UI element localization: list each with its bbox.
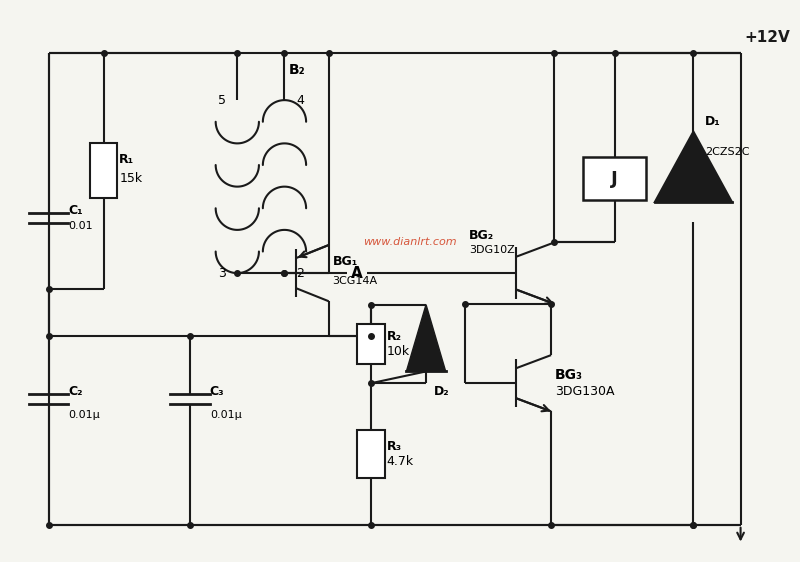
Text: BG₁: BG₁: [333, 255, 358, 268]
Text: R₃: R₃: [386, 439, 402, 452]
Bar: [358, 324, 385, 364]
Text: C₁: C₁: [68, 204, 83, 217]
Bar: [90, 143, 118, 198]
Text: 0.01μ: 0.01μ: [210, 410, 242, 420]
Text: C₃: C₃: [210, 384, 225, 397]
Polygon shape: [406, 305, 446, 371]
Text: +12V: +12V: [745, 30, 790, 45]
Text: 15k: 15k: [119, 173, 142, 185]
Polygon shape: [655, 132, 732, 202]
Text: 4.7k: 4.7k: [386, 455, 414, 468]
Text: www.dianlrt.com: www.dianlrt.com: [363, 237, 457, 247]
Text: BG₂: BG₂: [470, 229, 494, 242]
Text: B₂: B₂: [289, 62, 305, 76]
Text: 0.01μ: 0.01μ: [68, 410, 100, 420]
Text: R₂: R₂: [386, 329, 402, 343]
Text: R₁: R₁: [119, 153, 134, 166]
Text: D₂: D₂: [434, 384, 450, 397]
Text: C₂: C₂: [68, 384, 82, 397]
Bar: [358, 430, 385, 478]
Text: A: A: [351, 266, 363, 280]
Text: 0.01: 0.01: [68, 221, 93, 231]
Text: 5: 5: [218, 94, 226, 107]
Bar: [583, 157, 646, 201]
Text: 10k: 10k: [386, 345, 410, 358]
Text: J: J: [611, 170, 618, 188]
Text: BG₃: BG₃: [555, 368, 583, 382]
Text: 2CZS2C: 2CZS2C: [705, 147, 750, 157]
Text: 3CG14A: 3CG14A: [333, 276, 378, 286]
Text: 3: 3: [218, 266, 226, 280]
Text: 2: 2: [296, 266, 304, 280]
Text: 3DG130A: 3DG130A: [555, 384, 614, 397]
Text: 3DG10Z: 3DG10Z: [470, 244, 515, 255]
Text: D₁: D₁: [705, 115, 721, 128]
Text: 4: 4: [296, 94, 304, 107]
